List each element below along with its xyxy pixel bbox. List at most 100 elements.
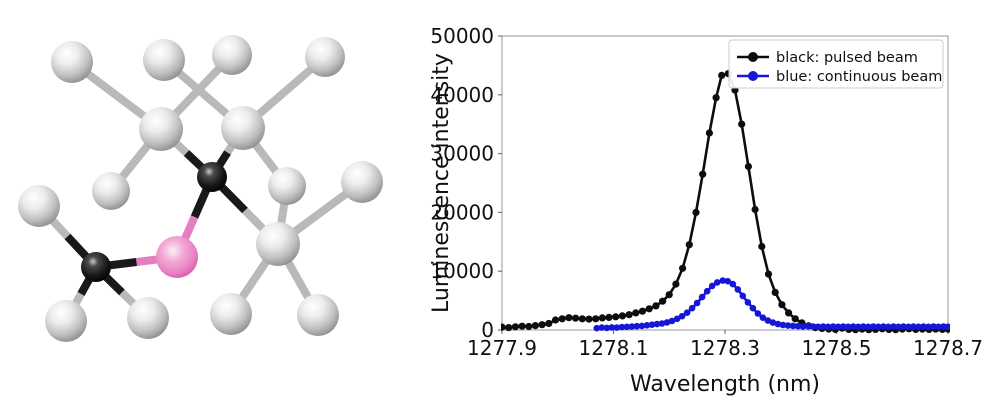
data-point bbox=[565, 314, 573, 322]
atom-pink bbox=[156, 236, 198, 278]
data-point bbox=[672, 280, 680, 288]
data-point bbox=[551, 316, 560, 324]
x-axis-label: Wavelength (nm) bbox=[630, 372, 820, 397]
data-point bbox=[638, 307, 647, 315]
data-point bbox=[789, 322, 797, 330]
data-point bbox=[713, 279, 721, 286]
x-tick-label: 1278.3 bbox=[690, 336, 760, 360]
data-point bbox=[734, 286, 742, 293]
data-point bbox=[809, 323, 817, 330]
atom-gray bbox=[297, 294, 339, 336]
data-point bbox=[638, 322, 646, 330]
data-point bbox=[538, 321, 546, 329]
data-point bbox=[854, 323, 862, 331]
data-point bbox=[764, 317, 772, 324]
atom-gray bbox=[92, 172, 130, 210]
data-point bbox=[758, 242, 766, 251]
data-point bbox=[905, 323, 912, 331]
data-point bbox=[778, 301, 786, 309]
atom-gray bbox=[256, 222, 300, 266]
legend-box bbox=[728, 39, 944, 89]
atom-gray bbox=[45, 300, 87, 342]
data-point bbox=[925, 323, 932, 331]
data-point bbox=[764, 270, 773, 278]
data-point bbox=[685, 241, 693, 249]
data-point bbox=[678, 312, 686, 320]
data-point bbox=[875, 323, 882, 331]
atom-gray bbox=[212, 35, 252, 75]
bonds-layer bbox=[36, 52, 365, 323]
data-point bbox=[759, 314, 767, 322]
data-point bbox=[814, 323, 822, 331]
data-point bbox=[804, 322, 812, 330]
data-point bbox=[598, 314, 606, 322]
data-point bbox=[652, 302, 660, 310]
data-point bbox=[900, 323, 907, 330]
legend: black: pulsed beam blue: continuous beam bbox=[728, 39, 944, 89]
data-point bbox=[613, 324, 621, 331]
data-point bbox=[623, 323, 631, 331]
data-point bbox=[501, 323, 506, 331]
data-point bbox=[819, 323, 827, 330]
atom-gray bbox=[139, 107, 183, 151]
data-point bbox=[585, 315, 593, 323]
data-point bbox=[531, 322, 539, 330]
data-point bbox=[693, 299, 701, 307]
atom-gray bbox=[341, 161, 383, 203]
crystal-structure-panel bbox=[18, 35, 383, 342]
atom-gray bbox=[18, 185, 60, 227]
data-point bbox=[679, 264, 687, 272]
data-point bbox=[633, 322, 641, 330]
data-point bbox=[920, 323, 927, 330]
data-point bbox=[618, 312, 626, 320]
data-point bbox=[525, 322, 533, 331]
atom-black bbox=[197, 162, 227, 192]
data-point bbox=[839, 323, 847, 330]
data-point bbox=[739, 292, 747, 300]
data-point bbox=[885, 323, 892, 331]
data-point bbox=[890, 323, 897, 330]
data-point bbox=[608, 324, 616, 331]
x-tick-label: 1278.1 bbox=[579, 336, 649, 360]
data-point bbox=[668, 317, 676, 325]
atom-gray bbox=[210, 293, 252, 335]
atom-gray bbox=[305, 37, 345, 77]
atom-gray bbox=[268, 167, 306, 205]
data-point bbox=[673, 315, 681, 323]
legend-marker-dot bbox=[748, 52, 758, 62]
data-point bbox=[860, 323, 867, 330]
data-point bbox=[518, 322, 526, 330]
axes-layer: 1277.9 1278.1 1278.3 1278.5 1278.7 0 10000 2000… bbox=[430, 24, 983, 360]
data-point bbox=[683, 309, 691, 317]
data-point bbox=[625, 311, 633, 319]
data-point bbox=[665, 291, 673, 299]
x-tick-label: 1278.7 bbox=[913, 336, 983, 360]
y-tick-label: 20000 bbox=[430, 200, 494, 224]
data-point bbox=[749, 304, 757, 312]
data-point bbox=[849, 323, 857, 330]
data-point bbox=[791, 315, 799, 323]
data-point bbox=[698, 293, 706, 301]
data-point bbox=[738, 120, 746, 128]
legend-entry-label: black: pulsed beam bbox=[776, 50, 918, 66]
y-axis-label: Luminescence intensity bbox=[430, 53, 454, 313]
data-point bbox=[930, 323, 937, 330]
data-point bbox=[505, 324, 513, 332]
data-point bbox=[645, 305, 653, 313]
data-point bbox=[784, 322, 792, 329]
data-point bbox=[592, 315, 600, 323]
data-point bbox=[829, 323, 837, 330]
y-tick-label: 30000 bbox=[430, 142, 494, 166]
data-point bbox=[718, 71, 726, 79]
atom-gray bbox=[143, 39, 185, 81]
legend-marker-dot bbox=[748, 71, 758, 81]
series-layer bbox=[501, 70, 950, 334]
data-point bbox=[593, 324, 601, 332]
x-tick-label: 1277.9 bbox=[467, 336, 537, 360]
data-point bbox=[870, 323, 877, 330]
data-point bbox=[598, 324, 606, 331]
data-point bbox=[794, 322, 802, 330]
data-point bbox=[511, 323, 519, 331]
data-point bbox=[658, 320, 666, 327]
